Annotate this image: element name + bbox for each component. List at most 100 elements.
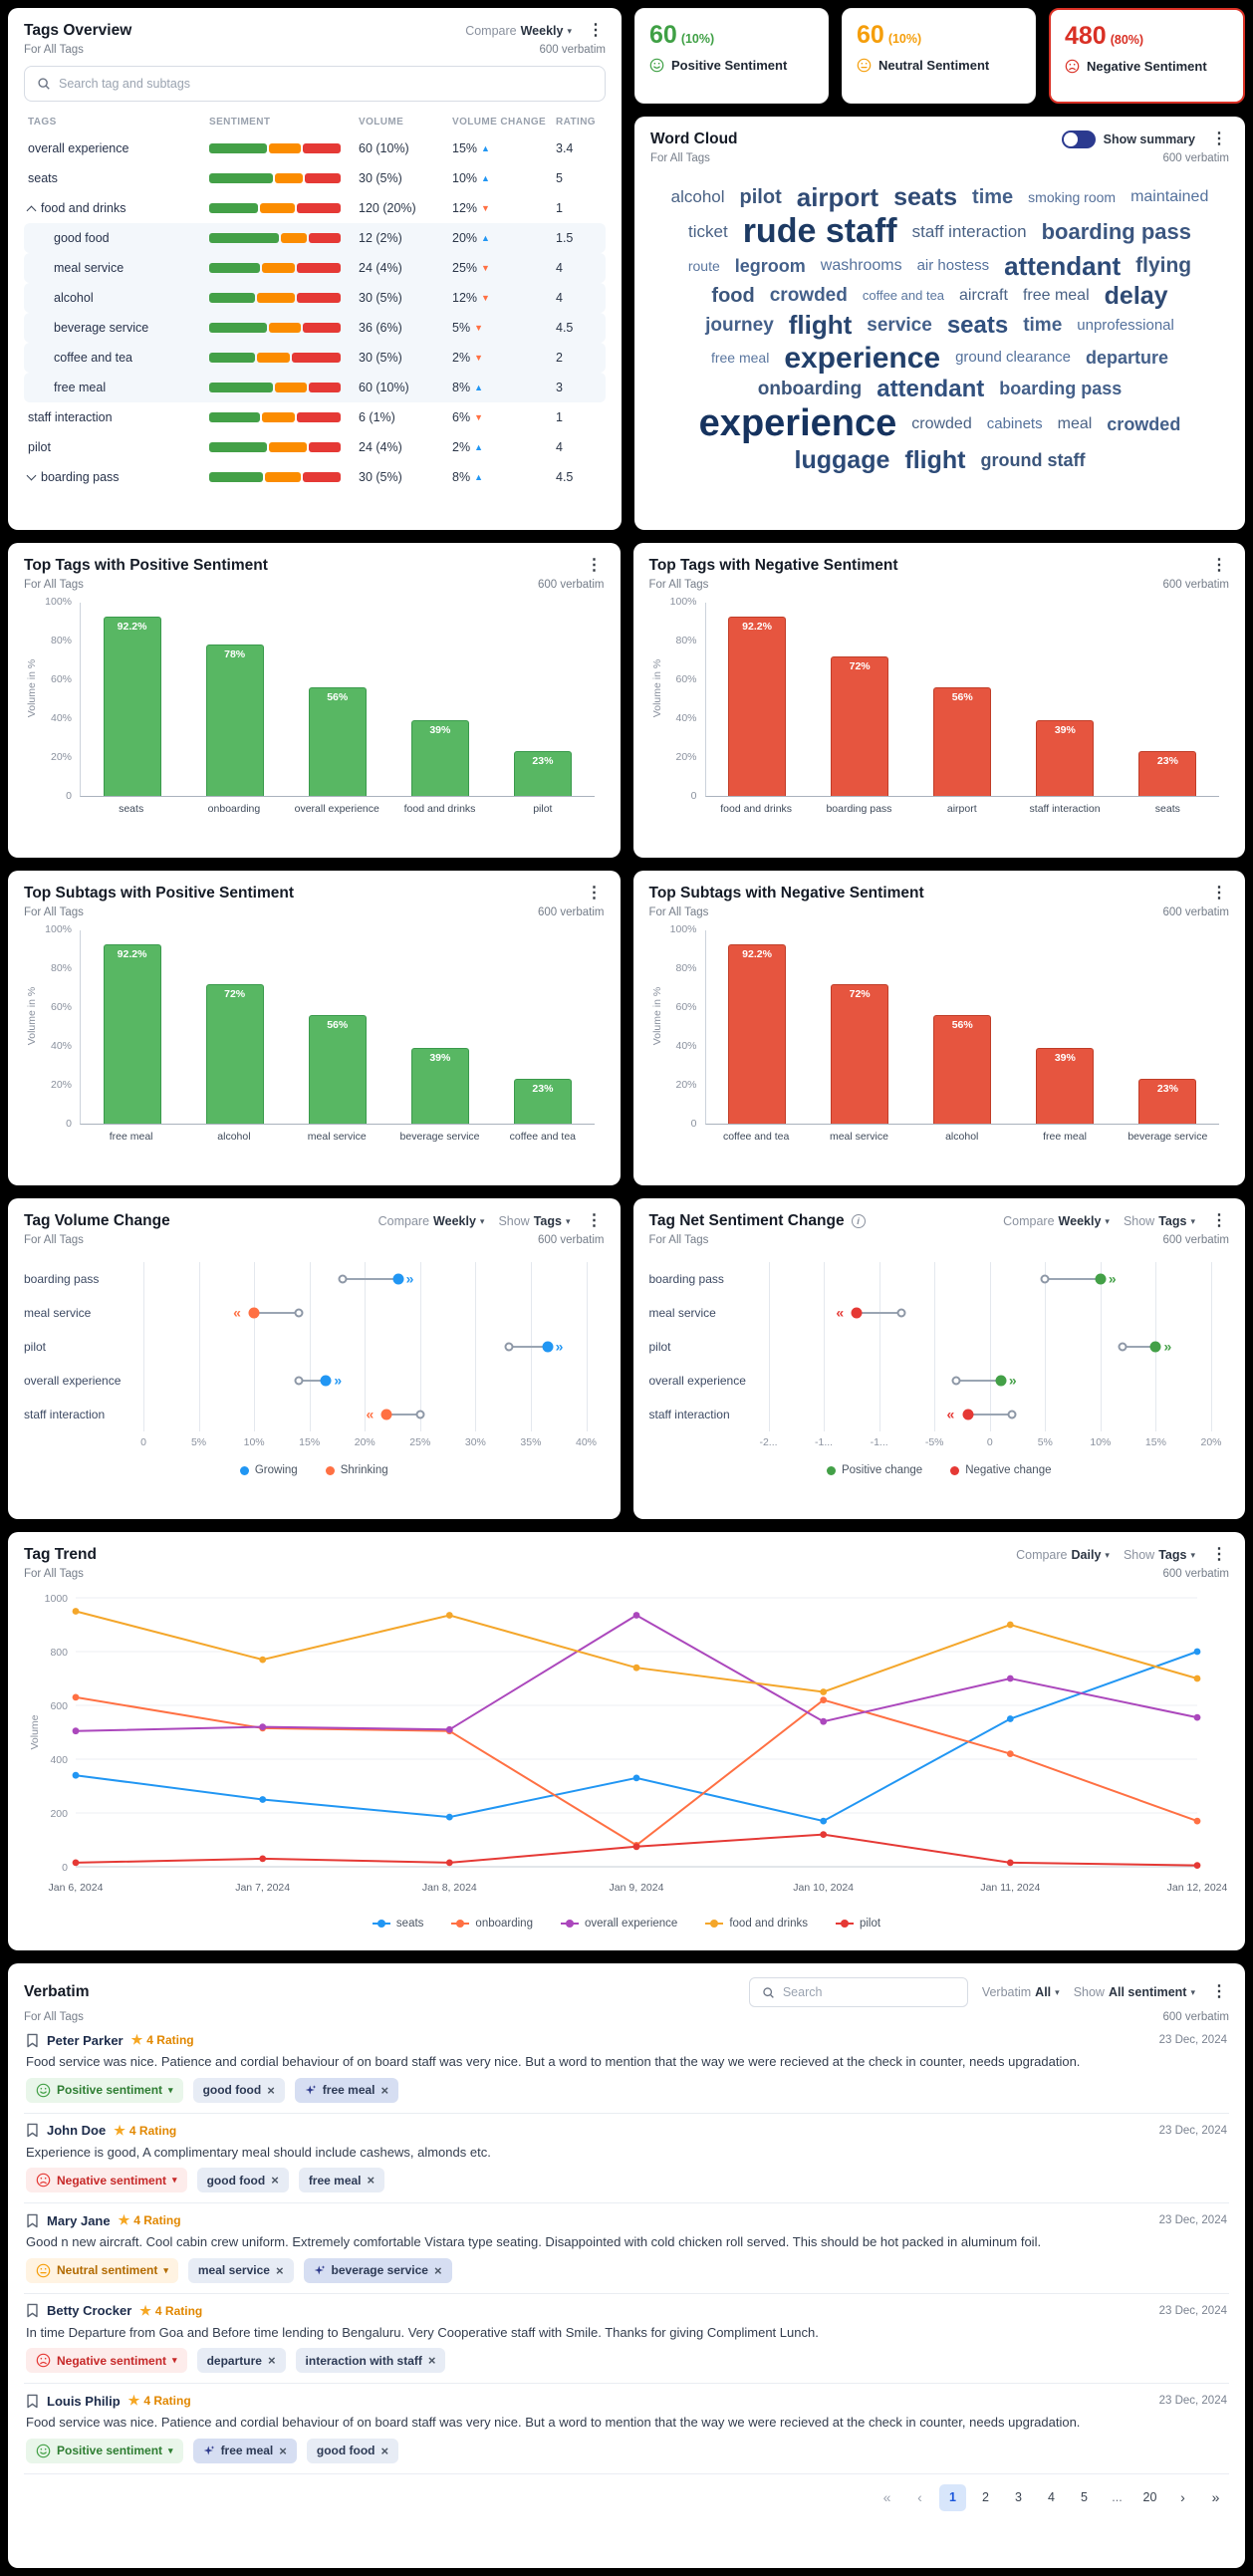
remove-tag-icon[interactable]: × (275, 2262, 284, 2278)
current-value-marker[interactable] (248, 1307, 260, 1319)
word-cloud-word[interactable]: crowded (1107, 413, 1181, 434)
word-cloud-word[interactable]: flight (904, 446, 966, 475)
legend-item[interactable]: pilot (835, 1918, 880, 1930)
bar[interactable]: 39% (1036, 1048, 1095, 1124)
pagination-page[interactable]: 1 (939, 2483, 966, 2511)
pagination-next[interactable]: › (1180, 2489, 1185, 2506)
pagination-page[interactable]: 4 (1048, 2490, 1055, 2505)
current-value-marker[interactable] (995, 1375, 1007, 1387)
bar[interactable]: 56% (308, 686, 367, 796)
word-cloud-word[interactable]: airport (796, 181, 879, 212)
bar[interactable]: 56% (308, 1014, 367, 1124)
remove-tag-icon[interactable]: × (267, 2082, 275, 2098)
sentiment-chip[interactable]: Negative sentiment ▾ (26, 2348, 187, 2374)
tag-search-input[interactable] (59, 77, 593, 91)
bookmark-button[interactable] (26, 2033, 39, 2048)
word-cloud-word[interactable]: crowded (911, 414, 972, 432)
toggle-switch[interactable] (1061, 130, 1096, 148)
word-cloud-word[interactable]: departure (1086, 347, 1169, 368)
word-cloud-word[interactable]: onboarding (757, 378, 863, 399)
current-value-marker[interactable] (962, 1409, 974, 1420)
bar[interactable]: 78% (205, 644, 264, 796)
word-cloud-word[interactable]: seats (893, 183, 958, 212)
tag-chip[interactable]: departure × (196, 2348, 286, 2374)
bar[interactable]: 39% (410, 720, 469, 796)
current-value-marker[interactable] (1095, 1273, 1107, 1285)
tag-row[interactable]: free meal 60 (10%) 8% ▲ 3 (24, 373, 606, 402)
tag-chip[interactable]: interaction with staff × (295, 2348, 446, 2374)
kebab-menu-icon[interactable]: ⋮ (586, 1212, 603, 1229)
word-cloud-word[interactable]: ground clearance (955, 349, 1072, 367)
pagination-last[interactable]: » (1211, 2489, 1220, 2506)
bar[interactable]: 72% (831, 983, 889, 1124)
tag-chip[interactable]: meal service × (187, 2257, 294, 2283)
word-cloud-word[interactable]: food (711, 284, 755, 307)
current-value-marker[interactable] (380, 1409, 392, 1420)
legend-item[interactable]: onboarding (451, 1918, 533, 1930)
word-cloud-word[interactable]: experience (698, 402, 897, 445)
pagination-first[interactable]: « (882, 2489, 891, 2506)
tag-chip[interactable]: free meal × (294, 2077, 399, 2103)
tag-chip[interactable]: free meal × (298, 2168, 385, 2193)
tag-row[interactable]: food and drinks 120 (20%) 12% ▼ 1 (24, 193, 606, 223)
remove-tag-icon[interactable]: × (279, 2443, 287, 2458)
bar[interactable]: 92.2% (103, 617, 161, 796)
verbatim-search-input[interactable] (782, 1985, 955, 1999)
negative-sentiment-card[interactable]: 480 (80%) Negative Sentiment (1049, 8, 1245, 104)
bookmark-button[interactable] (26, 2394, 39, 2409)
word-cloud-word[interactable]: rude staff (742, 211, 897, 250)
show-summary-toggle[interactable]: Show summary (1061, 130, 1195, 148)
bar[interactable]: 56% (933, 1014, 992, 1124)
bar[interactable]: 92.2% (103, 944, 161, 1124)
current-value-marker[interactable] (542, 1341, 554, 1353)
bar[interactable]: 23% (513, 751, 572, 796)
kebab-menu-icon[interactable]: ⋮ (1211, 557, 1227, 574)
word-cloud-word[interactable]: delay (1104, 281, 1168, 310)
word-cloud-word[interactable]: flight (788, 310, 853, 341)
compare-dropdown[interactable]: Compare Daily ▾ (1016, 1548, 1110, 1562)
pagination-page[interactable]: 5 (1081, 2490, 1088, 2505)
expand-icon[interactable] (26, 470, 37, 481)
tag-row[interactable]: meal service 24 (4%) 25% ▼ 4 (24, 253, 606, 283)
kebab-menu-icon[interactable]: ⋮ (588, 22, 604, 39)
show-tags-dropdown[interactable]: Show Tags ▾ (1123, 1214, 1195, 1228)
neutral-sentiment-card[interactable]: 60 (10%) Neutral Sentiment (842, 8, 1036, 104)
word-cloud-word[interactable]: seats (946, 312, 1009, 340)
word-cloud-word[interactable]: crowded (769, 285, 848, 307)
current-value-marker[interactable] (851, 1307, 863, 1319)
compare-dropdown[interactable]: Compare Weekly ▾ (377, 1214, 485, 1228)
tag-chip[interactable]: good food × (196, 2168, 289, 2193)
remove-tag-icon[interactable]: × (380, 2443, 389, 2458)
kebab-menu-icon[interactable]: ⋮ (586, 885, 603, 902)
current-value-marker[interactable] (392, 1273, 404, 1285)
word-cloud-word[interactable]: air hostess (916, 257, 990, 275)
remove-tag-icon[interactable]: × (433, 2262, 442, 2278)
word-cloud-word[interactable]: smoking room (1028, 188, 1117, 205)
pagination-prev[interactable]: ‹ (917, 2489, 922, 2506)
word-cloud-word[interactable]: boarding pass (999, 379, 1123, 399)
bar[interactable]: 92.2% (728, 944, 787, 1124)
tag-chip[interactable]: good food × (306, 2438, 399, 2463)
tag-row[interactable]: beverage service 36 (6%) 5% ▼ 4.5 (24, 313, 606, 343)
word-cloud-word[interactable]: free meal (1022, 286, 1090, 304)
word-cloud-word[interactable]: meal (1057, 414, 1093, 432)
kebab-menu-icon[interactable]: ⋮ (1211, 1983, 1227, 2000)
kebab-menu-icon[interactable]: ⋮ (1211, 1212, 1227, 1229)
bar[interactable]: 23% (1138, 751, 1197, 796)
tag-row[interactable]: alcohol 30 (5%) 12% ▼ 4 (24, 283, 606, 313)
compare-dropdown[interactable]: Compare Weekly ▾ (1003, 1214, 1110, 1228)
word-cloud-word[interactable]: legroom (734, 255, 806, 276)
word-cloud-word[interactable]: time (972, 185, 1014, 208)
word-cloud-word[interactable]: coffee and tea (862, 288, 945, 304)
word-cloud-word[interactable]: luggage (794, 446, 890, 475)
kebab-menu-icon[interactable]: ⋮ (1211, 885, 1227, 902)
remove-tag-icon[interactable]: × (267, 2353, 276, 2369)
bookmark-button[interactable] (26, 2123, 39, 2138)
word-cloud-word[interactable]: pilot (739, 185, 782, 208)
current-value-marker[interactable] (320, 1375, 332, 1387)
word-cloud-word[interactable]: time (1023, 314, 1063, 336)
tag-row[interactable]: boarding pass 30 (5%) 8% ▲ 4.5 (24, 462, 606, 492)
sentiment-chip[interactable]: Negative sentiment ▾ (26, 2168, 187, 2193)
bar[interactable]: 23% (513, 1079, 572, 1124)
bar[interactable]: 92.2% (728, 617, 787, 796)
